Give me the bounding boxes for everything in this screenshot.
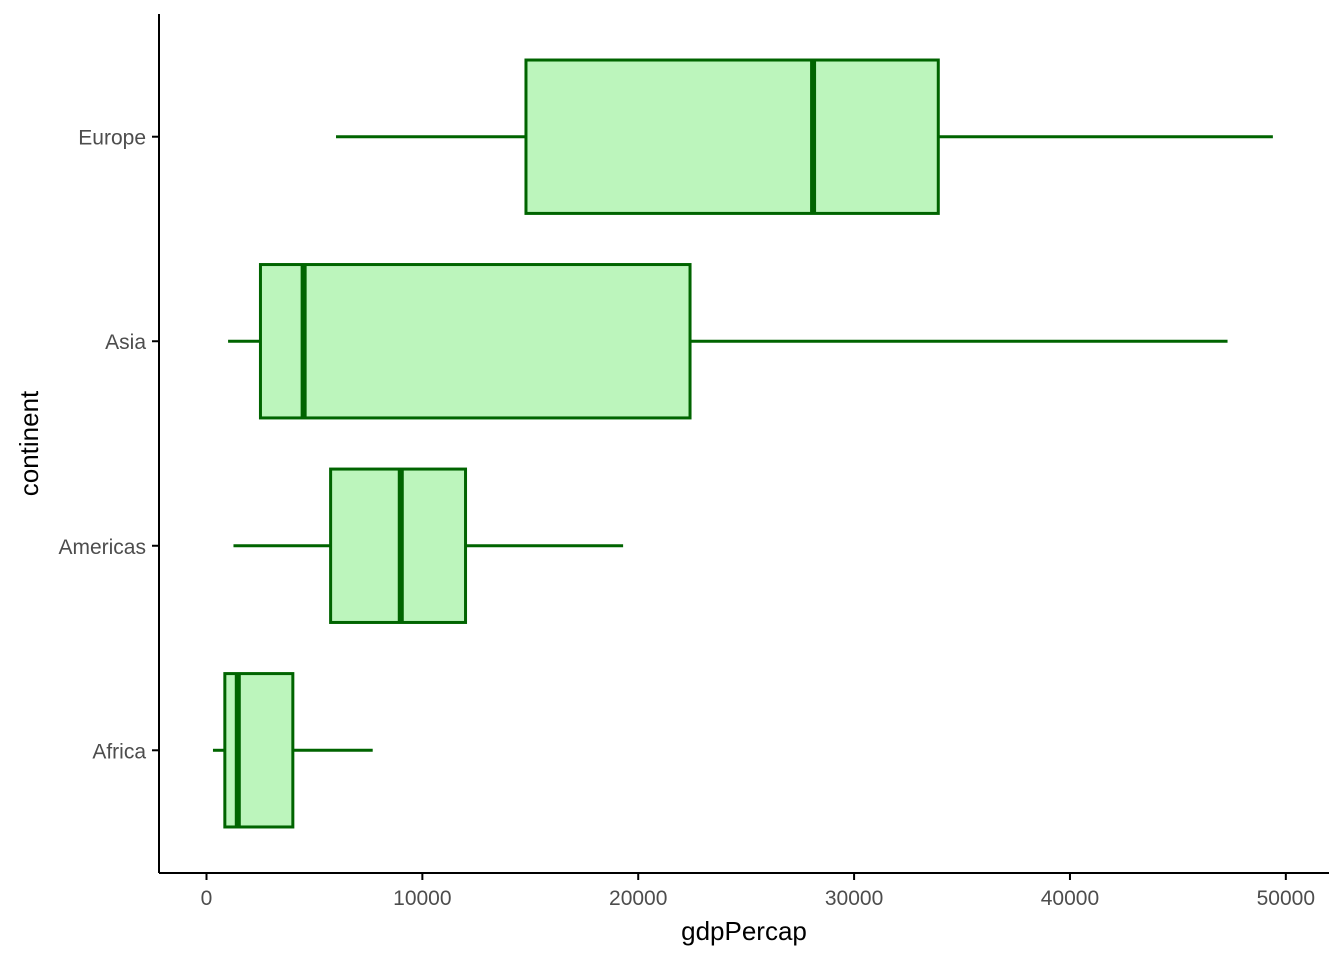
y-axis-title: continent [14,390,44,496]
box-europe [336,58,1273,215]
y-tick-label: Americas [58,536,146,559]
x-tick-label: 20000 [609,887,667,910]
y-tick-label: Europe [78,127,146,150]
axes-layer [158,14,1329,874]
y-tick-label: Asia [105,331,146,354]
iqr-box [524,58,940,215]
x-tick-label: 50000 [1257,887,1315,910]
boxes-layer [212,58,1273,829]
x-tick-label: 30000 [825,887,883,910]
x-tick-label: 40000 [1041,887,1099,910]
box-asia [228,263,1228,420]
x-tick-label: 0 [201,887,213,910]
box-americas [233,467,624,624]
y-tick-label: Africa [92,740,146,763]
iqr-box [258,263,692,420]
box-africa [212,672,373,829]
x-tick-label: 10000 [393,887,451,910]
x-axis-title: gdpPercap [681,916,807,946]
x-axis-ticks: 0 10000 20000 30000 40000 50000 [201,873,1315,910]
y-axis-ticks: Africa Americas Asia Europe [58,127,159,763]
